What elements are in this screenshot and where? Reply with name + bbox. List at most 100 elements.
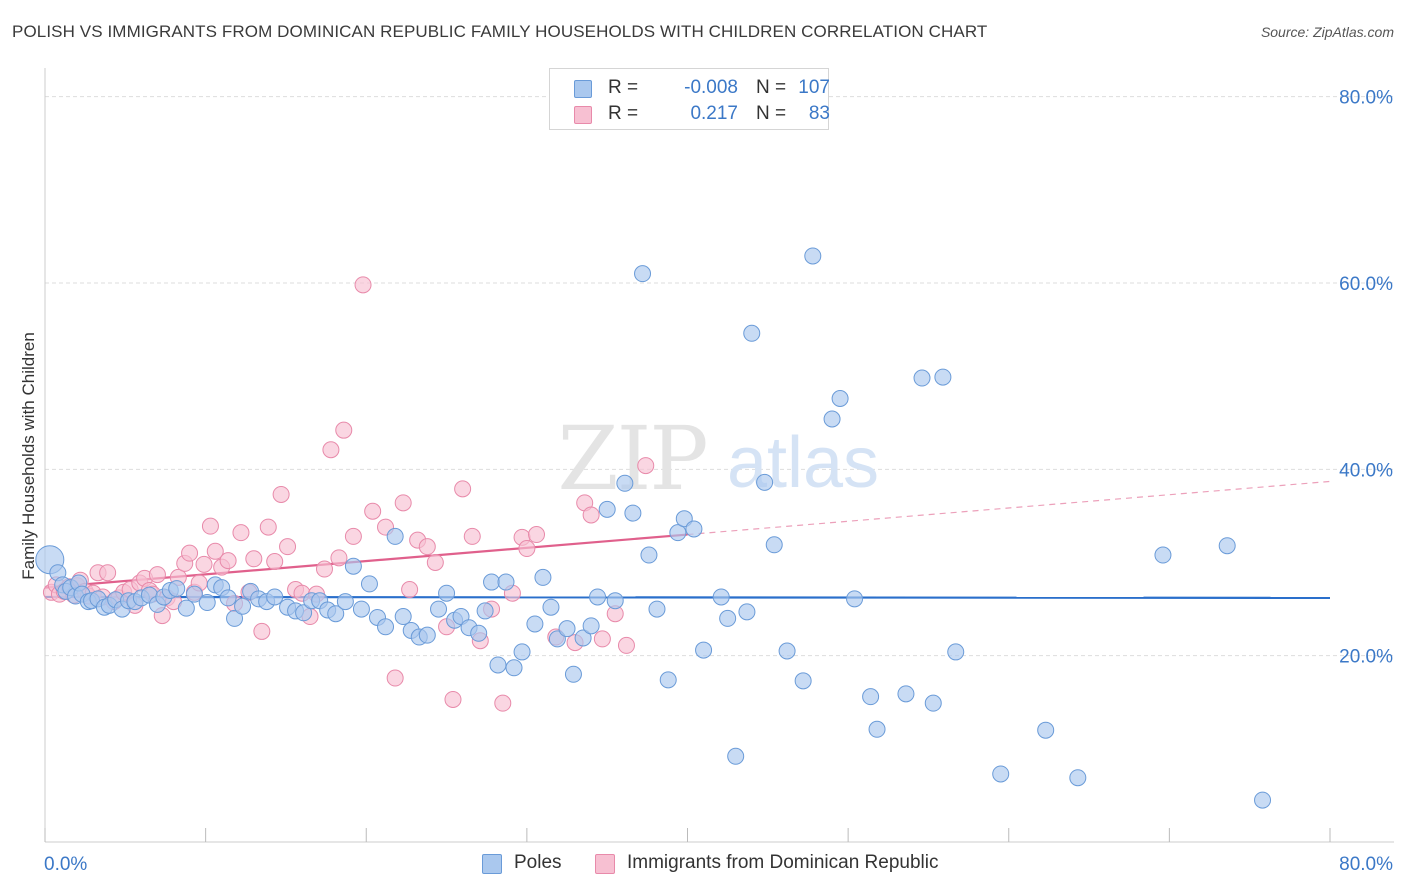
dominican-point [315,560,333,578]
dominican-point [335,421,353,439]
poles-point [1254,791,1272,809]
poles-point [727,747,745,765]
poles-point [695,641,713,659]
poles-point [913,369,931,387]
legend-swatch-blue [574,80,592,98]
poles-point [497,573,515,591]
poles-point [438,584,456,602]
data-points [35,247,1272,809]
y-tick-label: 60.0% [1339,274,1393,295]
poles-point [489,656,507,674]
poles-point [470,624,488,642]
dominican-point [354,276,372,294]
dominican-point [637,457,655,475]
dominican-point [259,518,277,536]
poles-point [648,600,666,618]
poles-point [669,524,687,542]
y-tick-label: 20.0% [1339,647,1393,668]
chart-title: POLISH VS IMMIGRANTS FROM DOMINICAN REPU… [12,22,988,41]
poles-point [219,589,237,607]
legend-swatch-blue [482,854,502,874]
poles-point [634,265,652,283]
correlation-legend: R = -0.008 N = 107 R = 0.217 N = 83 [549,68,830,130]
y-tick-label: 40.0% [1339,460,1393,481]
poles-point [1037,721,1055,739]
legend-n-label: N = [756,103,787,124]
poles-point [606,592,624,610]
poles-point [505,659,523,677]
poles-point [483,573,501,591]
poles-point [266,588,284,606]
dominican-point [322,441,340,459]
legend-label-dominican: Immigrants from Dominican Republic [627,852,939,873]
dominican-point [386,669,404,687]
poles-point [177,599,195,617]
dominican-point [401,581,419,599]
dominican-point [444,690,462,708]
poles-point [868,720,886,738]
dominican-trend-extension [687,480,1331,536]
poles-point [719,609,737,627]
dominican-point [245,550,263,568]
series-legend: Poles Immigrants from Dominican Republic [0,852,1406,878]
poles-point [574,629,592,647]
poles-point [846,590,864,608]
dominican-point [201,517,219,535]
poles-point [344,557,362,575]
dominican-point [463,527,481,545]
watermark: ZIP atlas [557,407,879,510]
poles-point [234,597,252,615]
dominican-point [279,538,297,556]
poles-point [168,580,186,598]
dominican-point [394,494,412,512]
legend-r-value: -0.008 [684,77,738,98]
poles-point [526,615,544,633]
poles-point [712,588,730,606]
legend-n-value: 83 [808,103,830,124]
poles-point [336,593,354,611]
dominican-point [494,694,512,712]
poles-point [198,594,216,612]
dominican-point [148,566,166,584]
legend-swatch-pink [595,854,615,874]
poles-point [765,536,783,554]
legend-r-label: R = [608,77,639,98]
poles-point [862,688,880,706]
dominican-point [253,622,271,640]
poles-point [831,390,849,408]
dominican-point [454,480,472,498]
poles-point [386,527,404,545]
source-credit: Source: ZipAtlas.com [1260,24,1394,40]
dominican-point [266,553,284,571]
poles-point [295,604,313,622]
poles-point [327,605,345,623]
poles-point [934,368,952,386]
dominican-point [364,502,382,520]
poles-point [947,643,965,661]
poles-point [582,617,600,635]
poles-point [804,247,822,265]
poles-point [659,671,677,689]
poles-point [418,626,436,644]
poles-point [1069,769,1087,787]
dominican-point [426,553,444,571]
poles-point [589,588,607,606]
x-tick-label: 80.0% [1339,854,1393,875]
poles-point [616,474,634,492]
poles-point [377,618,395,636]
legend-label-poles: Poles [514,852,562,873]
dominican-point [99,564,117,582]
dominican-point [528,526,546,544]
watermark-atlas: atlas [727,423,879,503]
poles-point [513,643,531,661]
legend-r-label: R = [608,103,639,124]
poles-point [992,765,1010,783]
poles-point [430,600,448,618]
x-tick-label: 0.0% [44,854,87,875]
poles-point [558,620,576,638]
poles-point [185,585,203,603]
dominican-point [518,540,536,558]
legend-n-label: N = [756,77,787,98]
poles-point [823,410,841,428]
